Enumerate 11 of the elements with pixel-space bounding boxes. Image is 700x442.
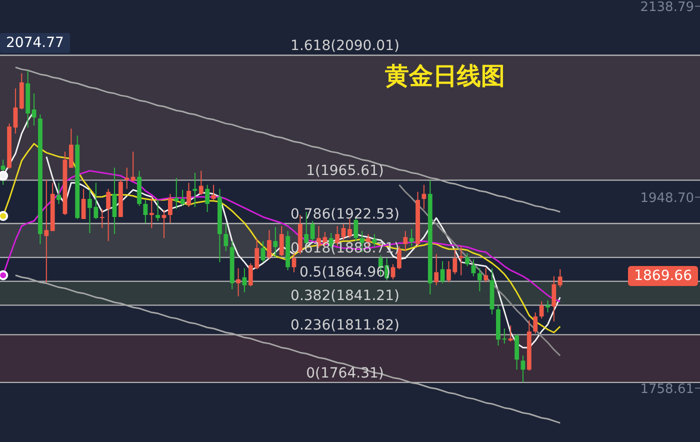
annotation: 2074.77 bbox=[0, 32, 70, 53]
text: 黄金日线图 bbox=[385, 61, 505, 92]
ref-line-label: 1(1965.61) bbox=[306, 163, 384, 180]
ref-line-label: 0.382(1841.21) bbox=[290, 288, 400, 304]
annotation: 1869.66 bbox=[628, 266, 698, 286]
y-tick-label: 1758.61 bbox=[640, 382, 694, 398]
ref-line-label: 0.236(1811.82) bbox=[290, 318, 400, 334]
y-tick-label: 1948.70 bbox=[640, 191, 694, 206]
ref-line-label: 1.618(2090.01) bbox=[290, 38, 400, 54]
y-tick-label: 2138.79 bbox=[640, 0, 694, 16]
ref-line-label: 0(1764.31) bbox=[306, 365, 384, 382]
